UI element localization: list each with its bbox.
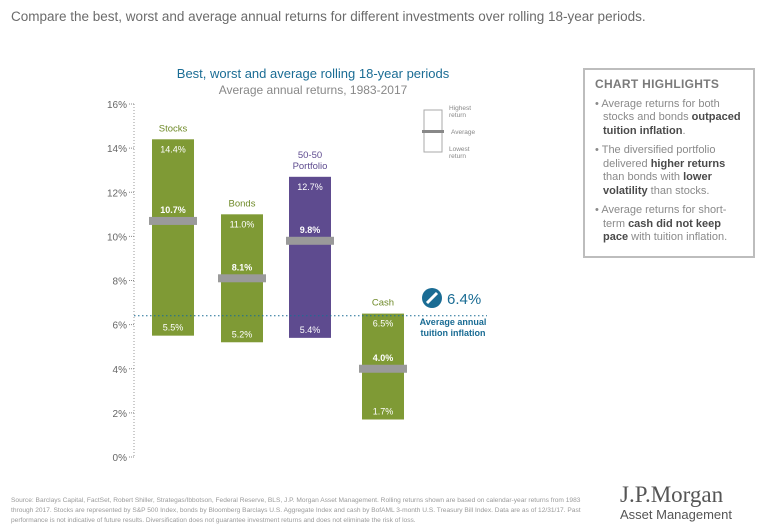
low-label: 5.2% xyxy=(232,329,253,339)
chart-highlights: CHART HIGHLIGHTS Average returns for bot… xyxy=(583,68,755,258)
category-label: Portfolio xyxy=(293,161,328,172)
average-marker xyxy=(218,274,266,283)
y-tick-label: 12% xyxy=(107,188,127,199)
y-tick-label: 6% xyxy=(113,321,128,332)
y-tick-label: 4% xyxy=(113,365,128,376)
low-label: 5.4% xyxy=(300,325,321,335)
inflation-value: 6.4% xyxy=(447,291,481,308)
chart-title: Best, worst and average rolling 18-year … xyxy=(177,66,450,81)
highlights-title: CHART HIGHLIGHTS xyxy=(595,77,720,91)
highlight-item: The diversified portfolio delivered high… xyxy=(595,144,743,198)
avg-label: 8.1% xyxy=(232,262,253,272)
category-label: 50-50 xyxy=(298,150,322,161)
legend-lowest: Lowest xyxy=(449,146,470,153)
average-marker xyxy=(359,364,407,373)
legend-average-marker xyxy=(422,130,444,133)
y-tick-label: 2% xyxy=(113,409,128,420)
high-label: 14.4% xyxy=(160,144,186,154)
category-label: Stocks xyxy=(159,123,188,134)
source-note: Source: Barclays Capital, FactSet, Rober… xyxy=(11,497,581,524)
average-marker xyxy=(286,236,334,245)
inflation-caption: Average annual xyxy=(420,317,487,327)
highlight-item: Average returns for both stocks and bond… xyxy=(595,98,743,139)
diploma-icon-roll xyxy=(425,291,439,305)
y-tick-label: 10% xyxy=(107,232,127,243)
category-label: Cash xyxy=(372,298,394,309)
range-bar xyxy=(289,176,331,338)
category-label: Bonds xyxy=(229,198,256,209)
avg-label: 4.0% xyxy=(373,353,394,363)
high-label: 11.0% xyxy=(230,219,255,229)
y-tick-label: 8% xyxy=(113,277,128,288)
logo-line1: J.P.Morgan xyxy=(620,482,724,507)
average-marker xyxy=(149,216,197,225)
high-label: 6.5% xyxy=(373,319,394,329)
legend-highest: Highest xyxy=(449,105,471,112)
jpmorgan-logo: J.P.Morgan Asset Management xyxy=(620,482,771,523)
low-label: 5.5% xyxy=(163,323,184,333)
y-tick-label: 14% xyxy=(107,144,127,155)
legend-lowest: return xyxy=(449,153,466,160)
logo-line2: Asset Management xyxy=(620,507,733,522)
avg-label: 10.7% xyxy=(160,205,186,215)
high-label: 12.7% xyxy=(297,182,323,192)
page-header: Compare the best, worst and average annu… xyxy=(11,9,646,24)
inflation-caption: tuition inflation xyxy=(421,328,486,338)
y-tick-label: 0% xyxy=(113,453,128,464)
y-tick-label: 16% xyxy=(107,100,127,111)
range-bar xyxy=(152,139,194,336)
chart-subtitle: Average annual returns, 1983-2017 xyxy=(219,83,408,97)
highlight-item: Average returns for short-term cash did … xyxy=(595,204,743,245)
low-label: 1.7% xyxy=(373,406,394,416)
avg-label: 9.8% xyxy=(300,225,321,235)
legend-average: Average xyxy=(451,129,475,136)
legend-highest: return xyxy=(449,112,466,119)
